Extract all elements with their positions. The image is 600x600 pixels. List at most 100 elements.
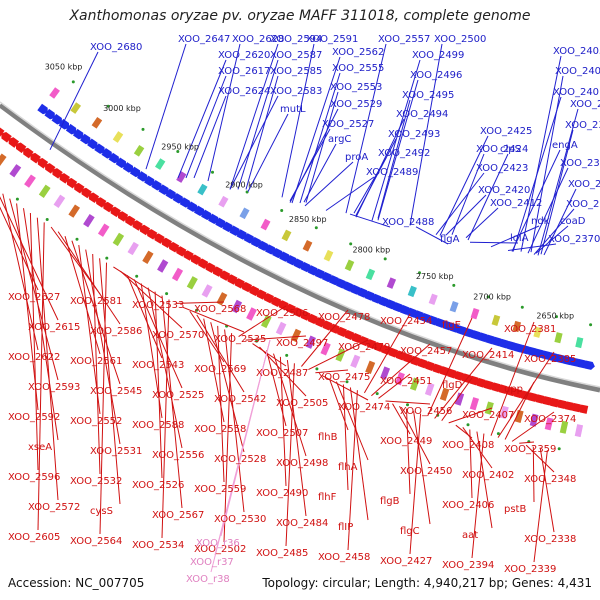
forward-gene-label: XOO_2386 — [560, 158, 600, 169]
reverse-gene-label: flhB — [318, 432, 338, 443]
forward-gene-label: lolA — [510, 233, 529, 244]
reverse-leader-line — [175, 301, 225, 304]
reverse-gene-arrow — [548, 397, 559, 408]
forward-gene-arrow — [272, 247, 283, 259]
reverse-leader-line — [462, 427, 493, 469]
forward-gene-arrow — [314, 268, 326, 279]
forward-leader-line — [530, 75, 564, 253]
forward-gene-label: XOO_2389 — [570, 99, 600, 110]
forward-marker-dot — [555, 315, 558, 319]
forward-leader-line — [289, 128, 331, 202]
forward-gene-label: XOO_2412 — [490, 198, 542, 209]
forward-leader-line — [304, 161, 354, 207]
reverse-gene-label: XOO_2474 — [338, 402, 390, 413]
reverse-gene-label: pstB — [504, 504, 526, 515]
reverse-gene-arrow — [1, 132, 12, 143]
reverse-gene-arrow — [66, 178, 78, 189]
reverse-leader-line — [349, 387, 369, 521]
forward-feature-box — [302, 239, 313, 252]
forward-leader-line — [465, 207, 499, 239]
reverse-gene-arrow — [475, 378, 486, 388]
reverse-gene-label: aat — [462, 530, 478, 541]
forward-leader-line — [177, 59, 227, 179]
forward-gene-arrow — [399, 304, 411, 315]
reverse-gene-label: XOO_2456 — [400, 406, 452, 417]
reverse-leader-line — [342, 384, 349, 491]
forward-gene-label: XOO_2680 — [90, 42, 142, 53]
forward-leader-line — [409, 43, 443, 226]
forward-marker-dot — [418, 271, 421, 275]
reverse-gene-label: XOO_2588 — [132, 420, 184, 431]
forward-gene-label: ndk — [531, 216, 550, 227]
reverse-gene-label: upp — [504, 384, 523, 395]
reverse-gene-label: XOO_2615 — [28, 322, 80, 333]
forward-gene-arrow — [336, 278, 347, 289]
reverse-gene-label: XOO_2532 — [70, 476, 122, 487]
reverse-leader-lines — [0, 193, 555, 573]
forward-gene-arrow — [172, 193, 184, 204]
reverse-gene-label: XOO_2498 — [276, 458, 328, 469]
forward-leader-line — [435, 172, 485, 236]
reverse-leader-line — [504, 381, 535, 440]
reverse-gene-label: XOO_2490 — [256, 488, 308, 499]
reverse-leader-line — [223, 333, 233, 543]
forward-gene-label: XOO_2585 — [270, 66, 322, 77]
kbp-tick-label: 3050 kbp — [45, 63, 83, 72]
forward-leader-line — [355, 138, 397, 216]
forward-leader-line — [377, 79, 419, 221]
forward-gene-label: XOO_2423 — [476, 163, 528, 174]
forward-gene-label: XOO_2492 — [378, 148, 430, 159]
forward-gene-label: XOO_2383 — [568, 179, 600, 190]
reverse-feature-box — [290, 328, 302, 343]
reverse-leader-line — [406, 408, 411, 495]
forward-gene-arrow — [44, 108, 55, 120]
reverse-leader-line — [37, 222, 45, 531]
forward-gene-label: XOO_2555 — [332, 63, 384, 74]
reverse-leader-line — [469, 429, 473, 499]
reverse-feature-box — [68, 204, 81, 218]
backbone-arc — [0, 102, 600, 393]
reverse-leader-line — [71, 240, 121, 385]
reverse-feature-box — [9, 164, 22, 178]
forward-feature-box — [176, 171, 187, 183]
reverse-feature-box — [365, 360, 376, 374]
reverse-gene-label: XOO_2406 — [442, 500, 494, 511]
reverse-feature-box — [231, 299, 243, 314]
reverse-feature-box — [186, 276, 198, 290]
reverse-leader-line — [519, 441, 535, 444]
forward-leader-line — [229, 95, 279, 190]
reverse-feature-box — [574, 424, 584, 438]
reverse-feature-box — [335, 348, 346, 362]
reverse-marker-dot — [75, 237, 79, 241]
forward-leader-line — [527, 167, 569, 254]
reverse-gene-arrow — [8, 137, 20, 148]
forward-gene-label: argC — [328, 134, 351, 145]
reverse-gene-arrow — [453, 371, 464, 381]
forward-gene-arrow — [293, 258, 305, 269]
reverse-leader-line — [539, 448, 555, 533]
forward-marker-dot — [314, 226, 318, 230]
forward-gene-label: XOO_2420 — [478, 185, 530, 196]
forward-leader-line — [512, 96, 562, 252]
reverse-feature-box — [157, 259, 169, 273]
forward-gene-label: XOO_2628 — [232, 34, 284, 45]
forward-gene-label: XOO_2527 — [322, 119, 374, 130]
forward-gene-label: XOO_2620 — [218, 50, 270, 61]
forward-gene-arrow — [151, 179, 162, 191]
forward-gene-arrow — [144, 175, 155, 187]
reverse-gene-label: XOO_2484 — [276, 518, 328, 529]
reverse-gene-arrow — [533, 394, 545, 404]
forward-feature-box — [112, 131, 124, 143]
reverse-gene-label: XOO_2525 — [152, 390, 204, 401]
reverse-feature-box — [395, 372, 405, 386]
reverse-leader-line — [286, 360, 307, 517]
reverse-leader-line — [471, 433, 485, 559]
reverse-gene-arrow — [81, 187, 92, 199]
reverse-leader-line — [85, 249, 121, 445]
forward-gene-arrow — [414, 310, 425, 321]
reverse-gene-arrow — [95, 197, 107, 208]
genome-summary-text: Topology: circular; Length: 4,940,217 bp… — [262, 576, 592, 590]
reverse-feature-box — [469, 397, 480, 411]
reverse-feature-box — [559, 420, 569, 434]
forward-leader-line — [237, 59, 279, 190]
